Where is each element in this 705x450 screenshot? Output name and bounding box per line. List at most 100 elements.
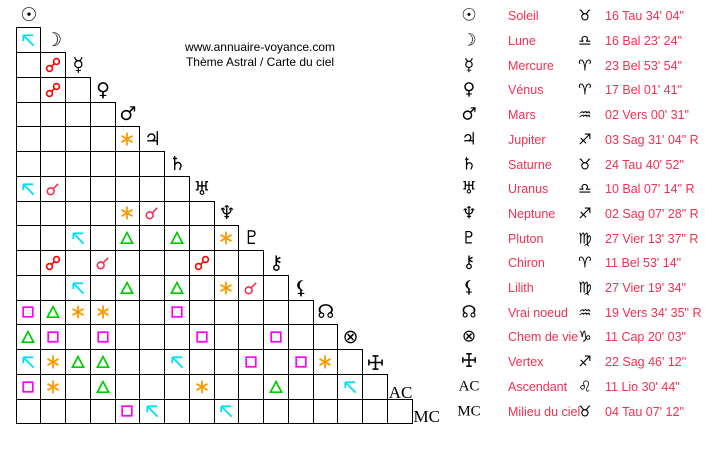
aspect-cell: [89, 349, 115, 374]
opposition-aspect-icon: [45, 82, 61, 97]
quincunx-aspect-icon: [171, 356, 184, 369]
aspect-cell: [238, 250, 264, 275]
taurus-icon: ♉: [578, 6, 592, 25]
opposition-aspect-icon: [45, 255, 61, 271]
aquarius-icon: ♒: [578, 105, 592, 124]
trine-aspect-icon: [46, 305, 61, 319]
moon-icon: ☽: [45, 29, 63, 52]
square-aspect-icon: [171, 306, 183, 319]
aspect-cell: [263, 398, 288, 425]
aspect-cell: [15, 101, 41, 127]
quincunx-aspect-icon: [220, 405, 233, 418]
planet-position: 27 Vier 13' 37" R: [605, 231, 699, 246]
planet-position: 23 Bel 53' 54": [605, 58, 683, 73]
aspect-cell: [89, 126, 115, 151]
quincunx-aspect-icon: [72, 282, 85, 294]
aspect-cell: [89, 299, 115, 325]
aspect-cell: [114, 274, 140, 300]
aspect-cell: [164, 274, 189, 300]
planet-position: 16 Tau 34' 04": [605, 9, 684, 24]
aspect-cell: [164, 299, 189, 325]
planet-row: ☽ Lune ♎ 16 Bal 23' 24": [455, 29, 705, 54]
vertex-cross-icon: [455, 352, 483, 372]
planet-position: 11 Lio 30' 44": [605, 379, 680, 394]
trine-aspect-icon: [120, 280, 135, 294]
aspect-cell: [114, 324, 140, 349]
aspect-cell: [15, 274, 41, 300]
aspect-cell: [65, 76, 91, 102]
trine-aspect-icon: [21, 329, 36, 344]
mercury-icon: ☿: [463, 55, 475, 76]
planet-row: Vertex ♐ 22 Sag 46' 12": [455, 350, 705, 375]
planet-row: ☿ Mercure ♈ 23 Bel 53' 54": [455, 53, 705, 78]
midheaven-label: MC: [457, 403, 481, 420]
sun-icon: ☉: [20, 4, 38, 27]
aspect-cell: [213, 274, 239, 300]
virgo-icon: ♍: [578, 229, 592, 248]
square-aspect-icon: [245, 356, 257, 368]
aspect-cell: [213, 324, 239, 349]
aspect-cell: [238, 274, 263, 300]
conjunction-aspect-icon: [244, 281, 257, 295]
aspect-cell: [287, 373, 313, 399]
aspect-cell: [238, 299, 263, 325]
planet-name: Neptune: [508, 206, 556, 221]
aspect-cell: [89, 324, 115, 349]
aspect-cell: [263, 373, 288, 399]
sextile-aspect-icon: [96, 305, 109, 319]
aspect-cell: [15, 373, 41, 399]
aspect-cell: [40, 225, 65, 250]
aspect-cell: [65, 324, 90, 349]
aspect-cell: [213, 225, 240, 250]
aspect-cell: [362, 373, 388, 399]
trine-aspect-icon: [120, 230, 135, 245]
planet-name: Uranus: [508, 182, 549, 197]
planet-row: ☊ Vrai noeud ♒ 19 Vers 34' 35" R: [455, 300, 705, 325]
opposition-aspect-icon: [45, 57, 61, 73]
aspect-cell: [40, 175, 65, 201]
planet-row: ♂ Mars ♒ 02 Vers 00' 31": [455, 103, 705, 128]
lilith-icon: ⚸: [294, 276, 309, 299]
square-aspect-icon: [96, 331, 109, 343]
quincunx-aspect-icon: [22, 34, 35, 47]
aspect-cell: [15, 126, 41, 151]
aspect-cell: [89, 250, 115, 275]
capricorn-icon: ♑: [578, 327, 592, 346]
aspect-cell: [188, 250, 214, 275]
aspect-cell: [65, 126, 90, 151]
conjunction-aspect-icon: [46, 182, 59, 196]
mars-icon: ♂: [119, 103, 137, 126]
aspect-cell: [164, 324, 189, 349]
planet-name: Ascendant: [508, 379, 568, 394]
aspect-cell: [139, 200, 164, 226]
aspect-cell: [89, 274, 115, 300]
planet-row: ⚷ Chiron ♈ 11 Bel 53' 14": [455, 251, 705, 276]
quincunx-aspect-icon: [22, 356, 35, 369]
aspect-cell: [287, 349, 313, 374]
aspect-cell: [40, 349, 65, 374]
planet-name: Chiron: [508, 256, 545, 271]
trine-aspect-icon: [95, 379, 110, 393]
aspect-cell: [139, 151, 165, 176]
aspect-cell: [238, 373, 263, 399]
planet-position: 02 Vers 00' 31": [605, 108, 689, 123]
venus-icon: ♀: [96, 78, 111, 101]
aspect-cell: [263, 324, 288, 349]
planet-position: 03 Sag 31' 04" R: [605, 132, 699, 147]
aspect-cell: [89, 398, 115, 425]
planet-name: Jupiter: [508, 132, 546, 147]
aspect-cell: [238, 349, 263, 374]
part-of-fortune-icon: ⊗: [461, 326, 477, 347]
aspect-cell: [263, 299, 288, 325]
virgo-icon: ♍: [578, 278, 592, 297]
planet-position: 17 Bel 01' 41": [605, 83, 683, 98]
aspect-cell: [40, 299, 65, 325]
aspect-cell: [40, 76, 65, 102]
planet-row: ♆ Neptune ♐ 02 Sag 07' 28" R: [455, 202, 705, 227]
aspect-cell: [188, 398, 214, 425]
planet-position: 19 Vers 34' 35" R: [605, 305, 702, 320]
aspect-cell: [287, 299, 314, 325]
planet-name: Soleil: [508, 9, 539, 24]
square-aspect-icon: [22, 380, 35, 393]
